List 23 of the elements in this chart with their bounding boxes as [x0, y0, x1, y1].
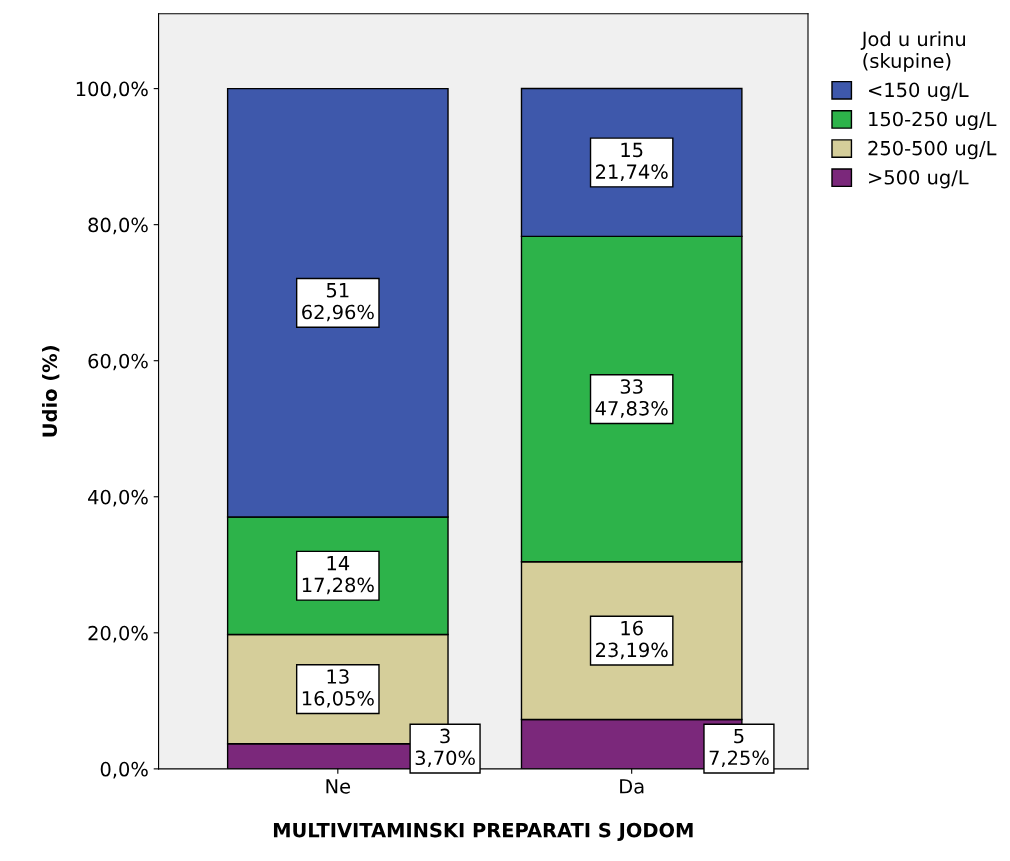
x-tick-label: Ne — [326, 779, 351, 794]
legend-label: 150-250 ug/L — [869, 111, 997, 131]
y-axis-title: Udio (%) — [42, 346, 60, 437]
y-tick-label: 100,0% — [76, 81, 148, 99]
y-tick-label: 20,0% — [88, 625, 148, 643]
data-label: 33 47,83% — [595, 379, 668, 418]
x-tick-label: Da — [620, 779, 644, 794]
data-label: 15 21,74% — [596, 142, 668, 181]
data-label: 3 3,70% — [415, 728, 475, 768]
y-tick-label: 60,0% — [88, 353, 148, 371]
y-tick-label: 80,0% — [88, 217, 148, 235]
x-axis-title: MULTIVITAMINSKI PREPARATI S JODOM — [273, 822, 693, 842]
legend-label: >500 ug/L — [869, 169, 969, 189]
data-label: 5 7,25% — [709, 728, 769, 768]
data-label: 16 23,19% — [596, 620, 668, 660]
data-label: 13 16,05% — [302, 669, 374, 708]
legend-label: <150 ug/L — [869, 82, 969, 101]
y-tick-label: 0,0% — [100, 761, 148, 779]
legend-title: Jod u urinu (skupine) — [860, 31, 965, 72]
legend-label: 250-500 ug/L — [868, 140, 997, 160]
data-label: 51 62,96% — [302, 283, 374, 322]
y-tick-label: 40,0% — [88, 489, 148, 507]
data-label: 14 17,28% — [302, 556, 374, 595]
